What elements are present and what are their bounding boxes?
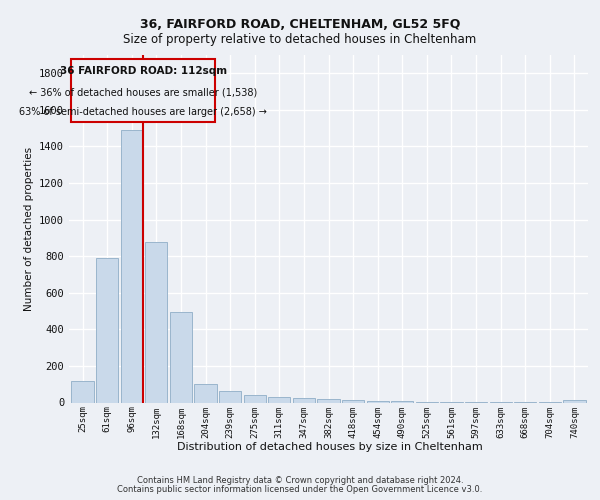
Bar: [194, 384, 217, 402]
Bar: [71, 380, 94, 402]
Bar: [293, 398, 315, 402]
Text: 63% of semi-detached houses are larger (2,658) →: 63% of semi-detached houses are larger (…: [19, 107, 268, 117]
Text: 36 FAIRFORD ROAD: 112sqm: 36 FAIRFORD ROAD: 112sqm: [60, 66, 227, 76]
Text: Size of property relative to detached houses in Cheltenham: Size of property relative to detached ho…: [124, 32, 476, 46]
Text: Contains public sector information licensed under the Open Government Licence v3: Contains public sector information licen…: [118, 484, 482, 494]
Bar: [145, 242, 167, 402]
Bar: [71, 58, 215, 122]
Text: Distribution of detached houses by size in Cheltenham: Distribution of detached houses by size …: [177, 442, 483, 452]
Bar: [563, 400, 586, 402]
Text: ← 36% of detached houses are smaller (1,538): ← 36% of detached houses are smaller (1,…: [29, 88, 257, 98]
Bar: [96, 258, 118, 402]
Bar: [244, 395, 266, 402]
Bar: [268, 397, 290, 402]
Text: Contains HM Land Registry data © Crown copyright and database right 2024.: Contains HM Land Registry data © Crown c…: [137, 476, 463, 485]
Bar: [317, 399, 340, 402]
Y-axis label: Number of detached properties: Number of detached properties: [23, 146, 34, 311]
Text: 36, FAIRFORD ROAD, CHELTENHAM, GL52 5FQ: 36, FAIRFORD ROAD, CHELTENHAM, GL52 5FQ: [140, 18, 460, 30]
Bar: [342, 400, 364, 402]
Bar: [170, 312, 192, 402]
Bar: [391, 401, 413, 402]
Bar: [367, 400, 389, 402]
Bar: [121, 130, 143, 402]
Bar: [219, 390, 241, 402]
